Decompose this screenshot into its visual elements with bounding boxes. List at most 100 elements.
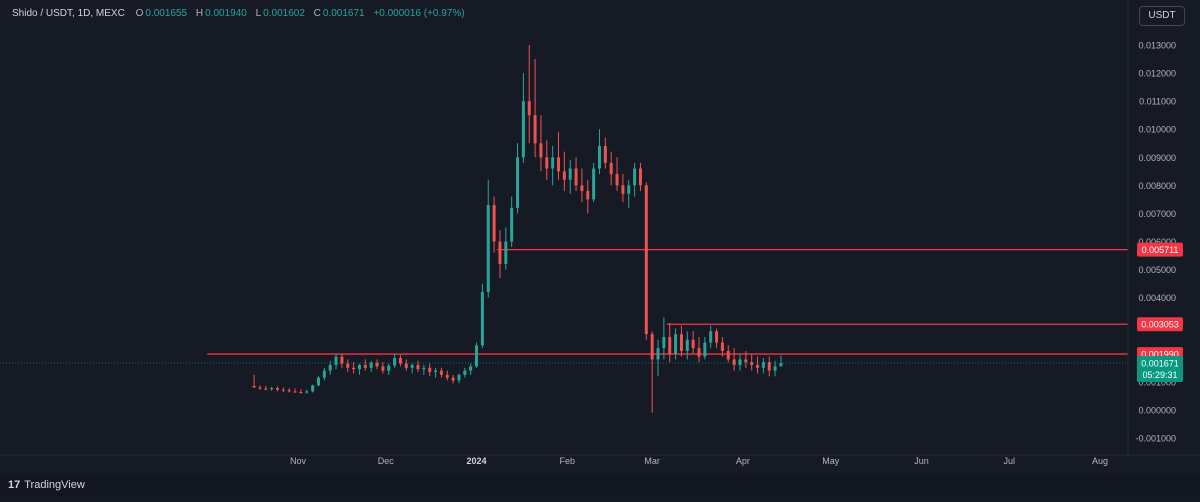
candle-body <box>674 334 678 354</box>
candle-body <box>498 241 502 264</box>
candle-body <box>363 365 367 368</box>
y-tick-label: 0.013000 <box>1138 41 1176 51</box>
candle-body <box>398 357 402 364</box>
candle-body <box>287 390 291 392</box>
candle-body <box>393 357 397 366</box>
x-tick-label: Jul <box>1004 456 1016 466</box>
candle-body <box>316 377 320 386</box>
candle-body <box>422 367 426 370</box>
candle-body <box>463 370 467 375</box>
y-tick-label: 0.008000 <box>1138 181 1176 191</box>
candle-body <box>691 339 695 349</box>
candle-body <box>633 168 637 186</box>
y-tick-label: 0.001000 <box>1138 377 1176 387</box>
y-tick-label: 0.000000 <box>1138 405 1176 415</box>
candle-body <box>416 365 420 370</box>
x-tick-label: Nov <box>290 456 307 466</box>
tradingview-logo[interactable]: 17 TradingView <box>8 479 85 491</box>
high-value: 0.001940 <box>205 8 247 19</box>
candle-body <box>756 365 760 368</box>
footer-bar <box>0 474 1200 497</box>
candle-body <box>744 359 748 363</box>
candle-body <box>650 334 654 360</box>
level-price-badge-bg <box>1137 242 1183 257</box>
candle-body <box>615 174 619 186</box>
candle-body <box>527 101 531 116</box>
y-tick-label: 0.006000 <box>1138 237 1176 247</box>
y-tick-label: -0.001000 <box>1135 434 1176 444</box>
candle-body <box>457 374 461 381</box>
candle-body <box>574 168 578 186</box>
candle-body <box>715 331 719 343</box>
y-tick-label: 0.007000 <box>1138 209 1176 219</box>
candle-body <box>516 157 520 208</box>
candle-body <box>276 388 280 390</box>
candle-body <box>656 348 660 360</box>
close-label: C <box>313 8 321 19</box>
candle-body <box>638 168 642 186</box>
candle-body <box>264 388 268 390</box>
tradingview-logo-text: TradingView <box>24 479 85 491</box>
candle-body <box>668 336 672 354</box>
candle-body <box>750 362 754 366</box>
candle-body <box>346 363 350 368</box>
high-label: H <box>195 8 204 19</box>
candle-body <box>451 377 455 381</box>
y-tick-label: 0.004000 <box>1138 293 1176 303</box>
candle-body <box>480 292 484 346</box>
candle-body <box>387 365 391 371</box>
candle-body <box>773 366 777 371</box>
candle-body <box>662 336 666 349</box>
y-tick-label: 0.011000 <box>1139 97 1176 107</box>
x-tick-label: Dec <box>378 456 395 466</box>
candle-body <box>510 207 514 242</box>
candle-body <box>562 171 566 180</box>
candle-body <box>270 388 274 390</box>
candle-body <box>252 386 256 388</box>
level-price-badge: 0.005711 <box>1142 245 1179 255</box>
candle-body <box>521 101 525 158</box>
candle-body <box>504 241 508 264</box>
candle-body <box>404 363 408 368</box>
open-value: 0.001655 <box>145 8 188 19</box>
candle-body <box>486 205 490 293</box>
candle-body <box>644 185 648 335</box>
candle-body <box>305 391 309 393</box>
x-tick-label: Apr <box>736 456 750 466</box>
candle-body <box>557 157 561 172</box>
change-value: +0.000016 (+0.97%) <box>373 8 465 19</box>
candle-body <box>761 362 765 368</box>
candle-body <box>434 370 438 373</box>
y-tick-label: 0.012000 <box>1138 69 1176 79</box>
x-tick-label: Aug <box>1092 456 1108 466</box>
candle-body <box>586 190 590 200</box>
candle-body <box>709 331 713 343</box>
candle-body <box>352 367 356 370</box>
x-tick-label: Feb <box>560 456 576 466</box>
candle-body <box>592 168 596 200</box>
candle-body <box>767 362 771 371</box>
candle-body <box>597 146 601 169</box>
y-tick-label: 0.005000 <box>1138 265 1176 275</box>
open-label: O <box>135 8 144 19</box>
candle-body <box>357 365 361 370</box>
countdown-badge: 05:29:31 <box>1142 370 1177 380</box>
candle-body <box>551 157 555 169</box>
candle-body <box>627 185 631 194</box>
symbol-title[interactable]: Shido / USDT, 1D, MEXC <box>12 8 125 19</box>
candle-body <box>732 359 736 366</box>
x-tick-label: Jun <box>914 456 929 466</box>
candle-body <box>603 146 607 163</box>
level-price-badge: 0.003053 <box>1141 320 1179 330</box>
currency-button[interactable]: USDT <box>1139 6 1185 26</box>
candle-body <box>685 339 689 351</box>
candle-body <box>475 345 479 367</box>
candle-body <box>697 348 701 357</box>
candle-body <box>469 366 473 371</box>
candle-body <box>281 389 285 391</box>
level-price-badge-bg <box>1137 317 1183 332</box>
candle-body <box>738 359 742 366</box>
level-price-badge: 0.001990 <box>1141 350 1179 360</box>
